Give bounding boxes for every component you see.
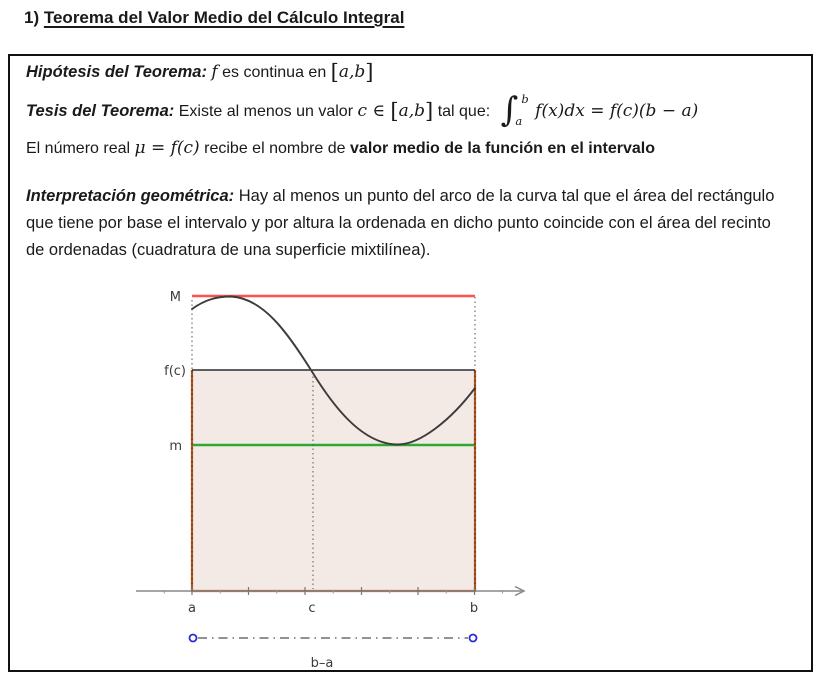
title-underlined-text: Teorema del Valor Medio del Cálculo Inte… bbox=[43, 8, 405, 27]
label-min: m bbox=[169, 439, 182, 454]
label-max: M bbox=[170, 290, 181, 305]
interpretation-label: Interpretación geométrica: bbox=[26, 187, 235, 205]
mean-rectangle bbox=[192, 370, 475, 591]
title-prefix: 1) bbox=[24, 8, 40, 27]
interpretation-paragraph: Interpretación geométrica: Hay al menos … bbox=[26, 183, 792, 264]
mean-bold-phrase: valor medio de la función en el interval… bbox=[350, 140, 655, 157]
integral-lower-limit: a bbox=[515, 114, 523, 128]
label-fc: f(c) bbox=[164, 364, 186, 379]
figure-svg: M f(c) m a c b b–a bbox=[136, 290, 526, 671]
function-curve bbox=[191, 295, 476, 446]
integral-symbol: ∫ b a bbox=[500, 90, 529, 130]
hypothesis-line: Hipótesis del Teorema: f es continua en … bbox=[26, 62, 374, 83]
label-a: a bbox=[188, 601, 196, 616]
thesis-c-in-interval: c ∈ [a,b] bbox=[357, 99, 434, 124]
hypothesis-label: Hipótesis del Teorema: bbox=[26, 63, 207, 81]
thesis-text2: tal que: bbox=[437, 103, 491, 121]
thesis-equation: f(x)dx = f(c)(b − a) bbox=[535, 101, 699, 122]
thesis-label: Tesis del Teorema: bbox=[26, 102, 175, 121]
hypothesis-interval: [a,b] bbox=[330, 60, 374, 84]
endpoint-circle-left bbox=[188, 633, 198, 643]
theorem-box bbox=[8, 54, 813, 672]
hypothesis-text: es continua en bbox=[222, 64, 327, 81]
thesis-text1: Existe al menos un valor bbox=[178, 103, 354, 121]
interpretation-text: Hay al menos un punto del arco de la cur… bbox=[26, 187, 775, 259]
endpoint-circle-right bbox=[468, 633, 478, 643]
label-b: b bbox=[470, 601, 478, 616]
axis-arrow-icon bbox=[514, 585, 526, 597]
mean-value-line: El número real μ = f(c) recibe el nombre… bbox=[26, 138, 655, 158]
axis-minor-ticks bbox=[163, 590, 503, 594]
label-b-minus-a: b–a bbox=[311, 656, 334, 671]
label-c: c bbox=[308, 601, 315, 616]
axis-major-ticks bbox=[191, 587, 476, 595]
mean-text2: recibe el nombre de bbox=[204, 140, 346, 157]
figure: M f(c) m a c b b–a bbox=[125, 278, 540, 678]
page-title: 1) Teorema del Valor Medio del Cálculo I… bbox=[24, 8, 404, 28]
thesis-line: Tesis del Teorema: Existe al menos un va… bbox=[26, 90, 699, 130]
hypothesis-f: f bbox=[211, 62, 218, 82]
mean-math: μ = f(c) bbox=[134, 138, 200, 158]
mean-text1: El número real bbox=[26, 140, 131, 157]
integral-upper-limit: b bbox=[521, 92, 529, 106]
